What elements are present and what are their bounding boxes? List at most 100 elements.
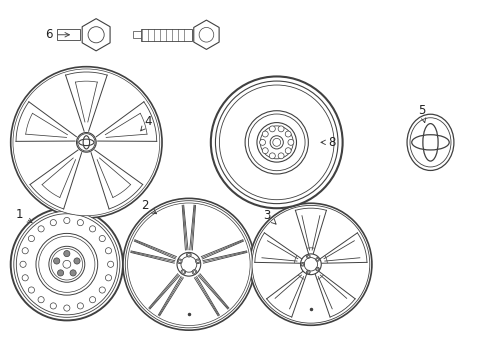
Circle shape bbox=[28, 235, 34, 242]
Circle shape bbox=[14, 211, 120, 317]
Circle shape bbox=[250, 203, 372, 325]
Circle shape bbox=[22, 248, 28, 254]
Circle shape bbox=[270, 153, 275, 159]
Circle shape bbox=[196, 259, 200, 264]
Circle shape bbox=[76, 132, 96, 152]
Circle shape bbox=[11, 67, 162, 218]
Circle shape bbox=[99, 235, 105, 242]
Circle shape bbox=[307, 256, 309, 257]
Circle shape bbox=[192, 270, 197, 274]
Circle shape bbox=[245, 111, 308, 174]
Circle shape bbox=[99, 287, 105, 293]
Circle shape bbox=[196, 260, 199, 263]
Circle shape bbox=[28, 287, 34, 293]
Circle shape bbox=[64, 251, 70, 257]
Circle shape bbox=[193, 271, 196, 273]
Circle shape bbox=[257, 122, 296, 162]
Circle shape bbox=[77, 220, 83, 226]
Circle shape bbox=[51, 248, 82, 280]
Circle shape bbox=[127, 203, 250, 325]
Circle shape bbox=[270, 126, 275, 132]
Circle shape bbox=[38, 297, 44, 303]
Bar bbox=[141, 28, 192, 41]
Circle shape bbox=[178, 260, 181, 263]
Circle shape bbox=[64, 217, 70, 224]
Circle shape bbox=[49, 246, 85, 282]
Circle shape bbox=[307, 270, 310, 274]
Circle shape bbox=[270, 136, 283, 149]
Circle shape bbox=[262, 131, 268, 137]
Circle shape bbox=[220, 85, 334, 200]
Circle shape bbox=[57, 270, 64, 276]
Circle shape bbox=[177, 252, 201, 276]
Circle shape bbox=[90, 297, 96, 303]
Circle shape bbox=[20, 261, 26, 267]
Circle shape bbox=[182, 271, 185, 273]
Text: 7: 7 bbox=[196, 28, 211, 41]
Circle shape bbox=[38, 226, 44, 232]
Circle shape bbox=[273, 138, 281, 146]
Circle shape bbox=[105, 248, 112, 254]
Text: 6: 6 bbox=[45, 28, 70, 41]
Circle shape bbox=[317, 268, 318, 270]
Text: 1: 1 bbox=[16, 208, 32, 223]
Circle shape bbox=[216, 81, 338, 204]
Text: 5: 5 bbox=[418, 104, 426, 123]
Circle shape bbox=[301, 262, 304, 266]
Circle shape bbox=[39, 236, 95, 292]
Circle shape bbox=[188, 253, 190, 256]
Text: 3: 3 bbox=[263, 209, 276, 224]
Circle shape bbox=[300, 254, 321, 275]
Circle shape bbox=[285, 148, 291, 154]
Circle shape bbox=[77, 303, 83, 309]
Circle shape bbox=[13, 69, 160, 216]
Circle shape bbox=[288, 139, 294, 145]
Circle shape bbox=[199, 27, 214, 42]
Circle shape bbox=[11, 208, 123, 320]
Circle shape bbox=[123, 198, 255, 330]
Circle shape bbox=[88, 27, 104, 43]
Circle shape bbox=[187, 252, 191, 257]
Circle shape bbox=[22, 275, 28, 281]
Circle shape bbox=[304, 257, 318, 271]
Circle shape bbox=[181, 256, 197, 272]
Circle shape bbox=[63, 260, 71, 268]
Circle shape bbox=[50, 303, 56, 309]
Bar bbox=[56, 29, 80, 40]
Circle shape bbox=[50, 220, 56, 226]
Circle shape bbox=[177, 259, 182, 264]
Circle shape bbox=[252, 206, 370, 323]
Polygon shape bbox=[82, 19, 110, 51]
Circle shape bbox=[307, 271, 309, 273]
Circle shape bbox=[16, 214, 118, 315]
Circle shape bbox=[262, 148, 268, 154]
Circle shape bbox=[107, 261, 114, 267]
Circle shape bbox=[278, 126, 284, 132]
Circle shape bbox=[74, 258, 80, 264]
Circle shape bbox=[36, 233, 98, 295]
Polygon shape bbox=[194, 20, 219, 49]
Circle shape bbox=[260, 126, 293, 159]
Circle shape bbox=[90, 226, 96, 232]
Circle shape bbox=[278, 153, 284, 159]
Circle shape bbox=[316, 267, 319, 271]
Circle shape bbox=[181, 270, 186, 274]
Circle shape bbox=[248, 114, 305, 171]
Circle shape bbox=[260, 139, 266, 145]
Circle shape bbox=[285, 131, 291, 137]
Circle shape bbox=[53, 258, 60, 264]
Circle shape bbox=[211, 76, 343, 208]
Bar bbox=[133, 31, 141, 39]
Circle shape bbox=[77, 134, 95, 151]
Circle shape bbox=[105, 275, 112, 281]
Circle shape bbox=[125, 201, 252, 328]
Circle shape bbox=[70, 270, 76, 276]
Circle shape bbox=[64, 305, 70, 311]
Circle shape bbox=[302, 263, 304, 265]
Circle shape bbox=[316, 258, 319, 261]
Circle shape bbox=[317, 258, 318, 260]
Text: 4: 4 bbox=[141, 116, 152, 131]
Circle shape bbox=[307, 255, 310, 258]
Ellipse shape bbox=[407, 114, 454, 171]
Text: 2: 2 bbox=[141, 199, 156, 214]
